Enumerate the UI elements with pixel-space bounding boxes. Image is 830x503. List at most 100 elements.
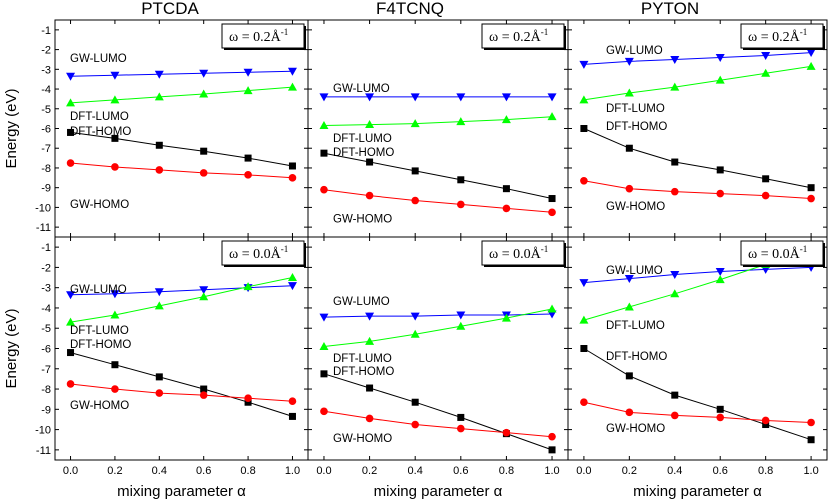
y-tick-label: -11	[36, 222, 51, 234]
y-tick-label: -11	[36, 445, 51, 457]
x-tick-label: 0.6	[713, 465, 728, 477]
series-label-dft-homo: DFT-HOMO	[70, 126, 131, 138]
data-point-dft-homo	[457, 176, 465, 184]
series-label-gw-homo: GW-HOMO	[333, 214, 392, 226]
x-tick-label: 0.4	[667, 465, 682, 477]
data-point-dft-homo	[411, 398, 419, 406]
data-point-dft-lumo	[243, 282, 253, 291]
data-point-dft-lumo	[66, 317, 76, 326]
data-point-dft-homo	[762, 421, 770, 429]
data-point-gw-lumo	[547, 310, 557, 319]
data-point-dft-homo	[411, 167, 419, 175]
data-point-dft-lumo	[319, 341, 329, 350]
series-line-gw-homo	[70, 162, 293, 179]
column-title-ptcda: PTCDA	[141, 0, 199, 18]
series-line-gw-lumo	[583, 266, 812, 284]
series-label-gw-homo: GW-HOMO	[606, 423, 665, 435]
series-gw-homo	[320, 407, 556, 441]
data-point-dft-lumo	[110, 95, 120, 104]
data-point-dft-homo	[807, 436, 815, 444]
x-tick-label: 1.0	[803, 465, 818, 477]
data-point-gw-homo	[411, 420, 419, 429]
data-point-gw-lumo	[66, 72, 76, 81]
data-point-dft-homo	[200, 147, 208, 155]
data-point-dft-lumo	[456, 321, 466, 330]
series-line-gw-homo	[583, 180, 812, 199]
y-tick-label: -2	[41, 45, 51, 57]
data-point-dft-lumo	[624, 302, 634, 311]
data-point-dft-homo	[502, 185, 510, 193]
data-point-gw-lumo	[806, 49, 816, 58]
series-dft-homo	[67, 128, 296, 170]
data-point-dft-homo	[366, 384, 374, 392]
panel-pyton-omega-02: GW-LUMO DFT-LUMO DFT-HOMO GW-HOMO ω = 0.2Å-1	[567, 19, 828, 238]
series-gw-lumo	[66, 282, 297, 300]
panel-f4tcnq-omega-00: 0.0 0.2 0.4 0.6 0.8 1.0 GW-LUMO DFT-LUMODFT-HOM…	[307, 236, 569, 477]
data-point-gw-homo	[670, 187, 679, 196]
data-point-gw-homo	[365, 191, 374, 200]
data-point-gw-lumo	[670, 55, 680, 64]
data-point-gw-homo	[716, 413, 725, 422]
x-tick-label: 0.4	[408, 465, 423, 477]
series-gw-homo	[580, 176, 815, 203]
data-point-gw-lumo	[365, 312, 375, 321]
data-point-gw-homo	[66, 159, 75, 167]
data-point-gw-lumo	[110, 71, 120, 80]
omega-label: ω = 0.2Å-1	[489, 27, 548, 45]
x-axis-title: mixing parameter α	[633, 483, 762, 500]
data-point-gw-homo	[199, 169, 208, 177]
series-line-gw-homo	[583, 401, 812, 423]
x-tick-label: 0.8	[758, 465, 773, 477]
data-point-dft-homo	[288, 412, 296, 420]
y-tick-label: -6	[41, 124, 51, 136]
data-point-gw-homo	[625, 408, 634, 417]
data-point-dft-lumo	[670, 82, 680, 91]
series-label-gw-lumo: GW-LUMO	[606, 265, 663, 277]
series-dft-homo	[67, 349, 296, 420]
x-tick-label: 1.0	[544, 465, 559, 477]
data-point-dft-homo	[155, 373, 163, 381]
series-gw-lumo	[319, 93, 557, 102]
data-point-gw-lumo	[410, 93, 420, 102]
data-point-dft-lumo	[66, 98, 76, 107]
series-label-dft-lumo: DFT-LUMO	[333, 133, 392, 145]
data-point-gw-homo	[502, 204, 511, 213]
data-point-dft-homo	[671, 391, 679, 399]
series-dft-homo	[320, 149, 556, 203]
data-point-gw-lumo	[410, 312, 420, 321]
data-point-gw-lumo	[66, 291, 76, 300]
data-point-gw-homo	[502, 428, 511, 437]
data-point-gw-lumo	[624, 57, 634, 66]
y-tick-label: -3	[41, 283, 51, 295]
series-line-dft-homo	[70, 131, 293, 167]
series-label-dft-lumo: DFT-LUMO	[333, 353, 392, 365]
data-point-dft-lumo	[287, 82, 297, 91]
series-label-gw-homo: GW-HOMO	[70, 199, 129, 211]
series-label-dft-lumo: DFT-LUMO	[606, 320, 665, 332]
omega-box	[481, 23, 565, 49]
data-point-dft-homo	[457, 413, 465, 421]
series-dft-lumo	[319, 304, 557, 350]
data-point-gw-homo	[580, 176, 588, 185]
series-label-dft-lumo: DFT-LUMO	[606, 103, 665, 115]
data-point-dft-homo	[320, 149, 328, 157]
y-tick-label: -1	[41, 25, 51, 37]
data-point-gw-homo	[580, 398, 588, 407]
data-point-gw-homo	[761, 416, 770, 425]
panel-frame	[307, 19, 569, 238]
series-line-dft-lumo	[70, 86, 293, 104]
y-tick-label: -10	[35, 425, 51, 437]
data-point-dft-homo	[625, 372, 633, 380]
data-point-gw-homo	[411, 196, 419, 205]
data-point-dft-homo	[200, 385, 208, 393]
y-tick-label: -2	[41, 262, 51, 274]
y-tick-label: -3	[41, 64, 51, 76]
data-point-gw-homo	[670, 411, 679, 420]
series-line-gw-lumo	[70, 70, 293, 77]
x-tick-label: 0.8	[499, 465, 514, 477]
series-gw-homo	[580, 398, 815, 427]
x-tick-label: 0.6	[453, 465, 468, 477]
data-point-dft-lumo	[456, 117, 466, 126]
series-dft-lumo	[66, 273, 297, 326]
